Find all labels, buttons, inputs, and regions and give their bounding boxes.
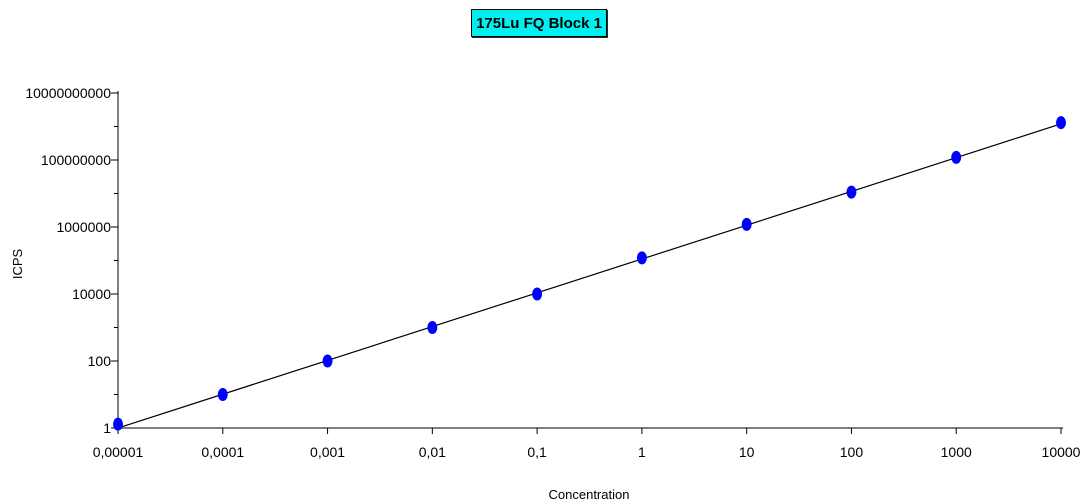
x-tick-label: 10000 [1042,444,1080,460]
x-tick-label: 0,01 [419,444,446,460]
y-tick-label: 10000000000 [25,85,111,101]
x-tick-label: 0,00001 [93,444,144,460]
data-point [532,287,543,301]
data-point [322,354,333,368]
data-point [846,185,857,199]
x-tick-label: 100 [840,444,864,460]
x-tick-label: 10 [739,444,755,460]
chart-title: 175Lu FQ Block 1 [471,9,607,37]
y-tick-label: 10000 [72,286,111,302]
x-tick-label: 0,1 [527,444,547,460]
y-tick-label: 1 [103,420,111,436]
data-point [741,217,752,231]
y-axis-title: ICPS [10,249,25,280]
data-point [1056,116,1066,130]
data-point [113,417,123,431]
y-tick-label: 100000000 [41,152,111,168]
y-tick-label: 100 [88,353,112,369]
y-axis: 1 100 10000 1000000 100000000 10000000000 [25,85,119,436]
x-tick-label: 0,001 [310,444,345,460]
data-points [113,116,1066,431]
x-axis: 0,00001 0,0001 0,001 0,01 0,1 1 10 100 1000 10000 [93,427,1080,460]
fit-line [117,123,1062,429]
data-point [951,150,962,164]
x-axis-title: Concentration [549,487,630,502]
x-tick-label: 0,0001 [201,444,244,460]
x-tick-label: 1 [638,444,646,460]
y-tick-label: 1000000 [56,219,111,235]
data-point [636,251,647,265]
data-point [217,388,228,401]
data-point [427,321,438,334]
fit-line-group [117,123,1062,429]
x-tick-label: 1000 [941,444,972,460]
